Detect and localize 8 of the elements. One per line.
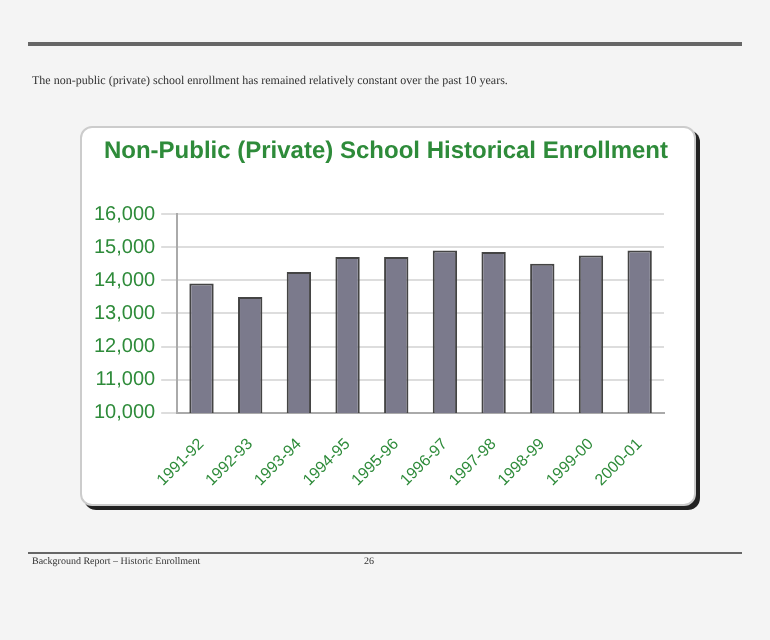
chart-title: Non-Public (Private) School Historical Enrollment	[101, 136, 671, 164]
y-tick-label: 13,000	[93, 302, 157, 325]
y-tick-label: 12,000	[93, 336, 157, 359]
y-tick-label: 16,000	[93, 203, 157, 226]
y-tick-label: 10,000	[93, 402, 157, 425]
y-tick-label: 11,000	[95, 369, 157, 392]
y-tick-label: 15,000	[93, 236, 157, 259]
y-tick-label: 14,000	[93, 269, 157, 292]
